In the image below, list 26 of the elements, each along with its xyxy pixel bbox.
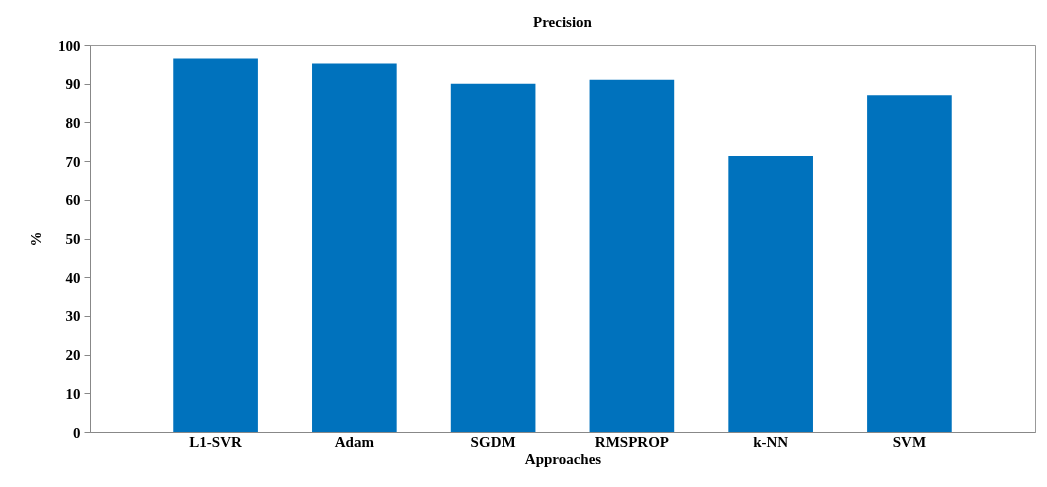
x-tick-label: Adam — [334, 433, 375, 450]
bar — [589, 79, 675, 432]
bar — [173, 58, 258, 432]
x-tick-label: L1-SVR — [189, 433, 242, 450]
y-tick-label: 30 — [65, 308, 81, 325]
chart-title: Precision — [533, 14, 593, 30]
y-tick-label: 80 — [65, 114, 81, 131]
x-tick-label: k-NN — [753, 433, 789, 450]
bar — [728, 156, 813, 432]
y-tick-label: 0 — [73, 424, 81, 441]
y-tick-label: 10 — [65, 385, 81, 402]
bar — [450, 83, 536, 432]
y-tick-label: 20 — [65, 347, 81, 364]
y-tick-label: 50 — [65, 231, 81, 247]
y-tick-label: 100 — [58, 37, 81, 54]
bar — [312, 63, 397, 432]
bar — [867, 95, 952, 432]
x-tick-label: SGDM — [470, 433, 516, 450]
y-tick-label: 40 — [65, 269, 81, 286]
y-tick-label: 90 — [65, 76, 81, 93]
x-tick-label: SVM — [892, 433, 927, 450]
y-tick-label: 60 — [65, 192, 81, 209]
x-axis-title: Approaches — [524, 450, 602, 467]
y-axis-title: % — [28, 231, 44, 247]
y-tick-label: 70 — [65, 153, 81, 170]
x-tick-label: RMSPROP — [594, 433, 669, 450]
